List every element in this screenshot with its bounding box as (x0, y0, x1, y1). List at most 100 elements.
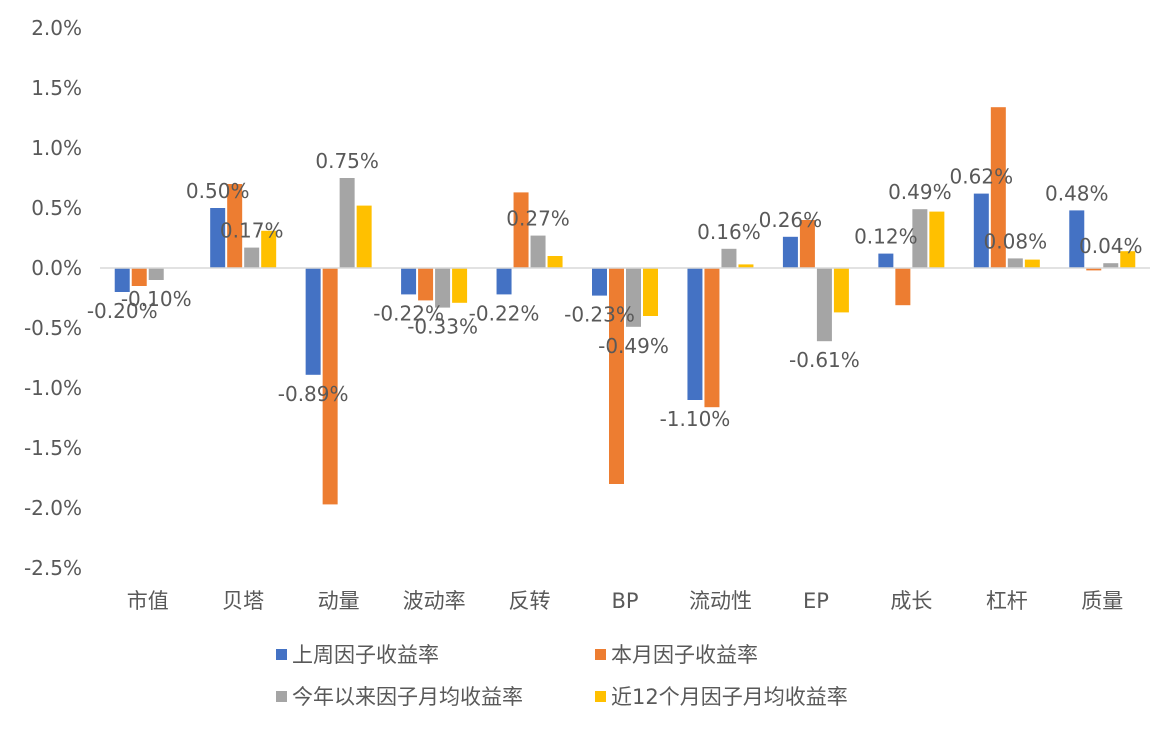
bar (1007, 258, 1023, 268)
bar-series-group (114, 107, 1136, 505)
y-tick-label: -1.0% (24, 376, 82, 400)
bar (261, 230, 277, 268)
y-tick-label: 2.0% (31, 16, 82, 40)
legend-swatch (595, 691, 606, 702)
bar (1086, 268, 1102, 271)
y-tick-label: 0.5% (31, 196, 82, 220)
bar (782, 236, 798, 268)
bar (895, 268, 911, 306)
bar (322, 268, 338, 505)
data-label: 0.16% (697, 220, 761, 244)
bar (148, 268, 164, 280)
y-tick-label: -0.5% (24, 316, 82, 340)
data-label: 0.62% (950, 165, 1014, 189)
bar (131, 268, 147, 286)
legend-swatch (276, 649, 287, 660)
data-label: -0.22% (469, 301, 540, 325)
legend-label: 上周因子收益率 (292, 643, 439, 667)
legend-label: 近12个月因子月均收益率 (611, 685, 848, 709)
data-label: -0.61% (789, 348, 860, 372)
x-category-label: BP (611, 589, 638, 613)
legend-label: 本月因子收益率 (611, 643, 758, 667)
legend-swatch (276, 691, 287, 702)
data-label: -0.23% (564, 303, 635, 327)
bar (704, 268, 720, 408)
data-label: -0.33% (407, 315, 478, 339)
y-axis: 2.0% 1.5% 1.0% 0.5% 0.0% -0.5% -1.0% -1.5% -2.0%… (24, 16, 82, 580)
bar (244, 247, 260, 268)
bar (530, 235, 546, 268)
bar (305, 268, 321, 375)
x-category-label: 波动率 (403, 589, 466, 613)
data-label: 0.49% (888, 180, 952, 204)
data-label: -0.22% (373, 301, 444, 325)
bar (929, 211, 945, 268)
bar (973, 193, 989, 268)
bar (356, 205, 372, 268)
legend-label: 今年以来因子月均收益率 (292, 685, 523, 709)
data-label: 0.27% (506, 207, 570, 231)
bar (547, 256, 563, 268)
data-label: 0.75% (315, 149, 379, 173)
bar (799, 220, 815, 268)
x-category-label: 动量 (318, 589, 360, 613)
x-category-label: 质量 (1081, 589, 1123, 613)
y-tick-label: 1.5% (31, 76, 82, 100)
data-label: 0.50% (186, 179, 250, 203)
bar (114, 268, 130, 292)
data-label: -1.10% (660, 407, 731, 431)
bar (401, 268, 417, 295)
bar (738, 264, 754, 268)
bar (643, 268, 658, 316)
bar (1069, 210, 1085, 268)
bar (721, 248, 737, 268)
data-label: -0.49% (598, 334, 669, 358)
x-category-label: 流动性 (689, 589, 752, 613)
data-label: -0.10% (121, 287, 192, 311)
data-label: 0.08% (984, 229, 1048, 253)
bar (816, 268, 832, 342)
x-category-label: 成长 (890, 589, 932, 613)
bar (435, 268, 451, 308)
x-category-label: EP (803, 589, 829, 613)
bar (609, 268, 624, 484)
y-tick-label: -1.5% (24, 436, 82, 460)
y-tick-label: 0.0% (31, 256, 82, 280)
data-label: 0.48% (1045, 181, 1109, 205)
x-category-label: 反转 (509, 589, 551, 613)
data-label: -0.20% (87, 299, 158, 323)
legend-swatch (595, 649, 606, 660)
bar (833, 268, 849, 313)
bar (990, 107, 1006, 268)
bar (687, 268, 703, 400)
y-tick-label: -2.0% (24, 496, 82, 520)
bar (626, 268, 641, 327)
bar (878, 253, 894, 268)
x-category-label: 杠杆 (986, 589, 1028, 613)
bar (513, 192, 529, 268)
bar (1103, 263, 1119, 268)
bar (210, 208, 226, 268)
bar (1024, 259, 1040, 268)
bar (912, 209, 928, 268)
x-category-label: 市值 (127, 589, 169, 613)
bar (339, 178, 355, 268)
bar (227, 184, 243, 268)
y-tick-label: 1.0% (31, 136, 82, 160)
data-label: 0.12% (854, 225, 918, 249)
bar (496, 268, 512, 295)
y-tick-label: -2.5% (24, 556, 82, 580)
data-label: -0.89% (278, 382, 349, 406)
bar (418, 268, 434, 301)
data-label: 0.04% (1079, 234, 1143, 258)
data-label: 0.26% (759, 208, 823, 232)
data-labels: -0.20%-0.10%0.50%0.17%0.75%-0.89%-0.22%-… (87, 149, 1143, 431)
bar (452, 268, 468, 303)
x-axis: 市值 贝塔 动量 波动率 反转 BP 流动性 EP 成长 杠杆 质量 (127, 589, 1124, 613)
x-category-label: 贝塔 (222, 589, 264, 613)
bar (1120, 251, 1136, 268)
bar (592, 268, 607, 296)
